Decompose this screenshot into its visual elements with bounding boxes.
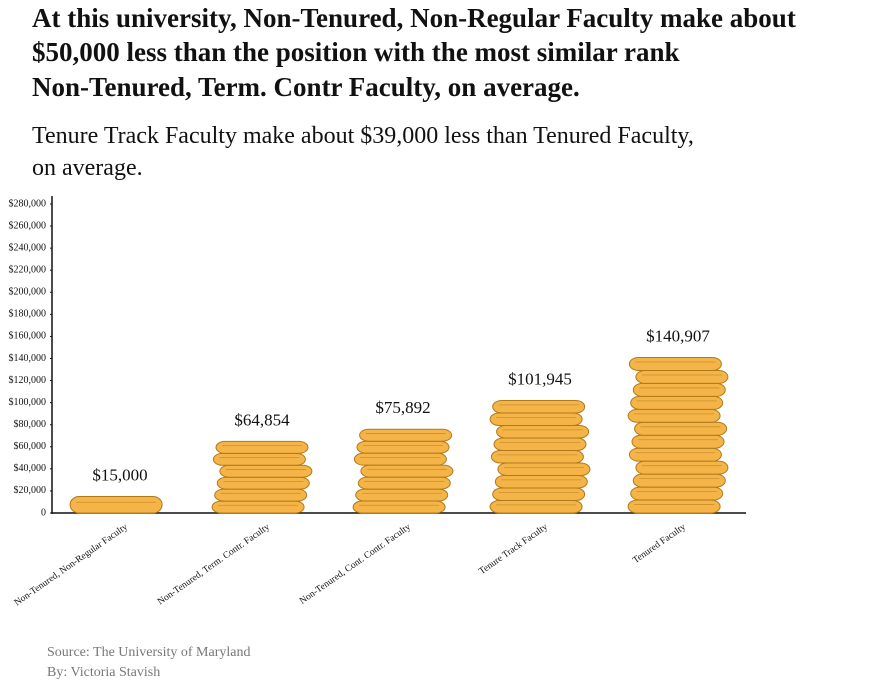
coin: [490, 449, 584, 464]
coin: [219, 464, 313, 478]
coin: [627, 499, 721, 514]
y-tick-label: 0: [41, 507, 46, 518]
coin: [352, 500, 446, 514]
coin-stack: [489, 399, 591, 514]
y-tick-label: $260,000: [9, 220, 47, 231]
coin: [493, 437, 587, 451]
coin-stack: [69, 495, 163, 514]
coin: [216, 476, 310, 490]
chart-subtitle: on average.: [32, 155, 143, 181]
coin: [212, 452, 306, 466]
chart-subtitle: Tenure Track Faculty make about $39,000 …: [32, 123, 694, 149]
coin: [489, 499, 583, 514]
coin: [355, 488, 449, 502]
x-tick-label: Non-Tenured, Term. Contr. Faculty: [156, 522, 272, 607]
x-tick-label: Non-Tenured, Non-Regular Faculty: [13, 522, 130, 608]
coin: [494, 474, 588, 489]
coin: [630, 486, 724, 501]
y-tick-label: $280,000: [9, 198, 47, 209]
y-tick-label: $100,000: [9, 397, 47, 408]
coin-stack: [627, 356, 729, 514]
value-label: $140,907: [646, 326, 710, 345]
byline: By: Victoria Stavish: [47, 665, 160, 680]
y-tick-label: $200,000: [9, 287, 47, 298]
value-label: $64,854: [234, 410, 290, 429]
coin: [632, 382, 726, 397]
y-tick-label: $120,000: [9, 375, 47, 386]
y-tick-label: $160,000: [9, 331, 47, 342]
coin: [497, 462, 591, 476]
coin: [353, 452, 447, 466]
coin: [627, 408, 721, 423]
coin: [492, 399, 586, 414]
value-label: $101,945: [508, 369, 572, 388]
y-tick-label: $80,000: [14, 419, 47, 430]
coin: [357, 476, 451, 490]
coin: [359, 428, 453, 442]
coin: [631, 434, 725, 449]
coin: [489, 412, 583, 426]
coin-stack: [352, 428, 454, 514]
coin: [632, 473, 726, 488]
chart-title: At this university, Non-Tenured, Non-Reg…: [32, 3, 796, 33]
coin: [630, 395, 724, 410]
coin: [496, 424, 590, 439]
value-label: $75,892: [375, 398, 430, 417]
coin: [492, 487, 586, 501]
y-tick-label: $220,000: [9, 265, 47, 276]
x-tick-label: Non-Tenured, Cont. Contr. Faculty: [298, 522, 413, 607]
y-tick-label: $40,000: [14, 463, 47, 474]
value-label: $15,000: [92, 465, 147, 484]
chart-title: Non-Tenured, Term. Contr Faculty, on ave…: [32, 72, 580, 102]
coin: [360, 464, 454, 478]
x-tick-label: Tenure Track Faculty: [478, 522, 550, 577]
y-tick-label: $180,000: [9, 309, 47, 320]
x-tick-label: Tenured Faculty: [631, 522, 688, 566]
coin: [215, 440, 309, 454]
coin: [214, 488, 308, 502]
coin: [356, 440, 450, 454]
coin-stack: [211, 440, 313, 514]
coin: [628, 447, 722, 462]
y-tick-label: $140,000: [9, 353, 47, 364]
coin: [211, 500, 305, 514]
y-tick-label: $240,000: [9, 242, 47, 253]
y-tick-label: $20,000: [14, 485, 47, 496]
coin: [628, 356, 722, 371]
coin: [69, 495, 163, 514]
chart-title: $50,000 less than the position with the …: [32, 37, 680, 67]
coin: [635, 460, 729, 475]
coin: [634, 421, 728, 436]
coin: [635, 369, 729, 384]
source: Source: The University of Maryland: [47, 645, 250, 660]
y-tick-label: $60,000: [14, 441, 47, 452]
